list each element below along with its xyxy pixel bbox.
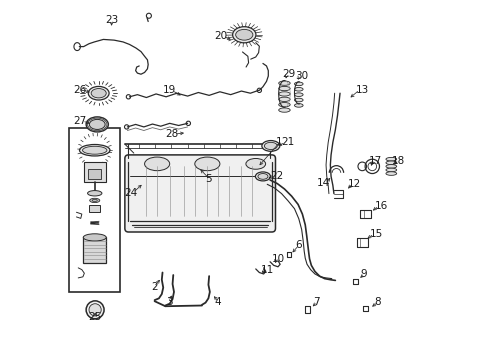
Ellipse shape bbox=[262, 140, 280, 151]
Ellipse shape bbox=[265, 142, 277, 149]
Text: 27: 27 bbox=[73, 116, 87, 126]
Text: 4: 4 bbox=[215, 297, 221, 307]
Bar bbox=[84, 162, 105, 182]
Bar bbox=[89, 205, 100, 212]
Text: 30: 30 bbox=[295, 71, 308, 81]
Ellipse shape bbox=[386, 168, 397, 172]
Ellipse shape bbox=[294, 93, 303, 96]
Ellipse shape bbox=[279, 103, 290, 107]
Text: 18: 18 bbox=[392, 156, 405, 166]
Bar bbox=[88, 169, 101, 179]
Ellipse shape bbox=[294, 87, 303, 91]
Ellipse shape bbox=[88, 86, 109, 100]
Text: 26: 26 bbox=[73, 85, 87, 95]
Ellipse shape bbox=[294, 98, 303, 102]
Ellipse shape bbox=[386, 157, 397, 161]
Ellipse shape bbox=[294, 104, 303, 107]
Text: 10: 10 bbox=[271, 254, 285, 264]
Ellipse shape bbox=[246, 158, 266, 169]
Ellipse shape bbox=[83, 234, 106, 241]
Circle shape bbox=[86, 301, 104, 319]
Ellipse shape bbox=[386, 165, 397, 168]
Text: 5: 5 bbox=[205, 174, 212, 184]
Ellipse shape bbox=[88, 190, 102, 196]
Ellipse shape bbox=[258, 174, 268, 179]
Text: 19: 19 bbox=[163, 85, 176, 95]
Ellipse shape bbox=[86, 117, 108, 132]
Bar bbox=[69, 128, 120, 292]
Text: 21: 21 bbox=[281, 138, 294, 147]
Ellipse shape bbox=[255, 172, 270, 181]
Text: 2: 2 bbox=[151, 282, 158, 292]
Text: 29: 29 bbox=[283, 69, 296, 79]
Ellipse shape bbox=[279, 108, 290, 112]
Ellipse shape bbox=[82, 146, 107, 154]
Text: 8: 8 bbox=[374, 297, 381, 307]
Text: 28: 28 bbox=[166, 129, 179, 139]
Ellipse shape bbox=[294, 82, 303, 86]
Ellipse shape bbox=[236, 30, 253, 40]
Text: 15: 15 bbox=[370, 229, 383, 239]
Ellipse shape bbox=[145, 157, 170, 171]
Text: 3: 3 bbox=[166, 297, 172, 307]
Ellipse shape bbox=[79, 144, 110, 156]
Ellipse shape bbox=[279, 97, 290, 102]
Ellipse shape bbox=[386, 161, 397, 165]
Text: 25: 25 bbox=[89, 312, 102, 322]
Circle shape bbox=[89, 304, 101, 316]
Text: 6: 6 bbox=[295, 239, 302, 249]
Text: 1: 1 bbox=[275, 138, 282, 147]
Ellipse shape bbox=[279, 81, 290, 85]
Ellipse shape bbox=[279, 86, 290, 91]
Text: 9: 9 bbox=[361, 269, 367, 279]
Text: 24: 24 bbox=[124, 188, 137, 198]
Ellipse shape bbox=[386, 172, 397, 175]
Text: 11: 11 bbox=[261, 265, 274, 275]
Ellipse shape bbox=[91, 89, 106, 98]
FancyBboxPatch shape bbox=[125, 155, 275, 232]
Text: 22: 22 bbox=[270, 171, 283, 181]
Text: 23: 23 bbox=[105, 15, 118, 26]
Text: 14: 14 bbox=[317, 178, 330, 188]
Text: 13: 13 bbox=[355, 85, 368, 95]
Text: 12: 12 bbox=[348, 179, 362, 189]
Ellipse shape bbox=[89, 120, 105, 130]
Ellipse shape bbox=[233, 27, 256, 43]
Ellipse shape bbox=[195, 157, 220, 171]
Text: 17: 17 bbox=[368, 156, 382, 166]
Ellipse shape bbox=[279, 92, 290, 96]
Bar bbox=[83, 237, 106, 263]
Text: 16: 16 bbox=[375, 201, 388, 211]
Text: 20: 20 bbox=[214, 31, 227, 41]
Text: 7: 7 bbox=[313, 297, 320, 307]
Ellipse shape bbox=[90, 198, 100, 203]
